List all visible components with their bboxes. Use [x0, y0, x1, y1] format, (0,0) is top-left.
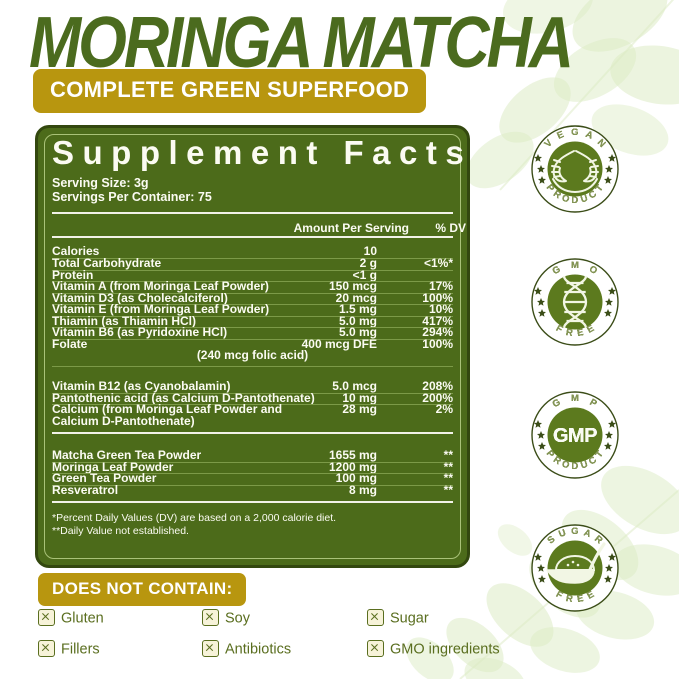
svg-text:D: D: [571, 461, 578, 472]
svg-text:G: G: [571, 526, 579, 537]
svg-text:GMP: GMP: [553, 425, 597, 447]
svg-text:M: M: [571, 260, 579, 271]
svg-text:D: D: [571, 195, 578, 206]
svg-text:M: M: [571, 393, 579, 404]
svg-text:G: G: [571, 127, 579, 138]
